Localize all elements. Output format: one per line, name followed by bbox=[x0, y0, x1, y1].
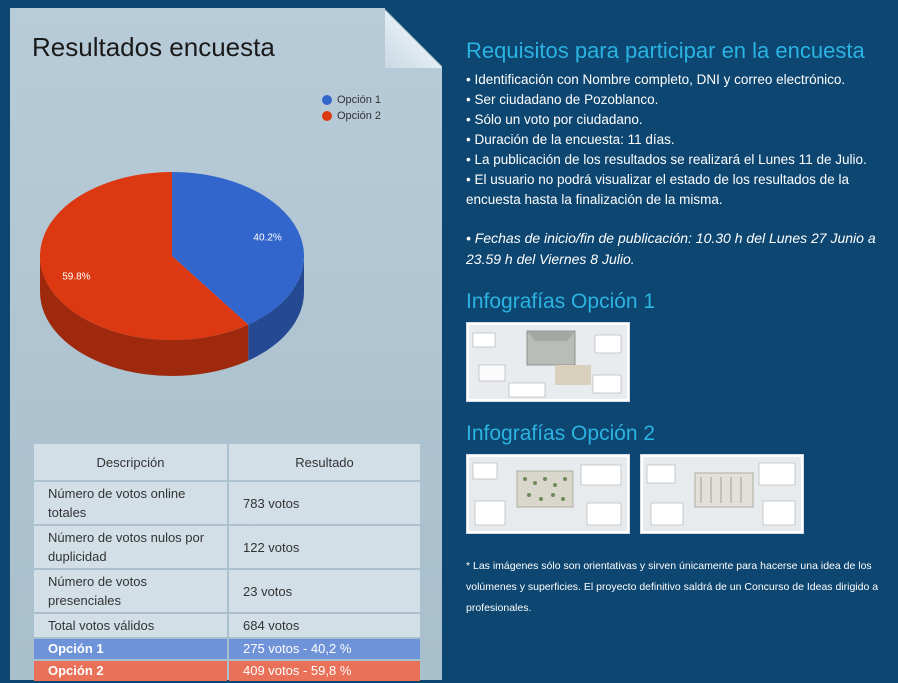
infografia-thumbnail[interactable] bbox=[466, 322, 630, 402]
row-val: 275 votos - 40,2 % bbox=[229, 639, 420, 659]
header-resultado: Resultado bbox=[229, 444, 420, 480]
list-item: Ser ciudadano de Pozoblanco. bbox=[466, 90, 886, 110]
table-row: Total votos válidos 684 votos bbox=[34, 614, 420, 637]
pie-slice-2[interactable] bbox=[40, 172, 249, 340]
requirements-list: Identificación con Nombre completo, DNI … bbox=[466, 70, 886, 210]
disclaimer-note: * Las imágenes sólo son orientativas y s… bbox=[466, 560, 879, 614]
page-fold bbox=[385, 8, 442, 68]
table-row: Número de votos nulos por duplicidad 122… bbox=[34, 526, 420, 568]
legend-dot-opcion-2 bbox=[322, 111, 332, 121]
legend-label-opcion-2: Opción 2 bbox=[337, 110, 382, 122]
results-title: Resultados encuesta bbox=[32, 32, 275, 62]
results-table: Descripción Resultado Número de votos on… bbox=[32, 442, 422, 683]
row-val: 783 votos bbox=[229, 482, 420, 524]
pie-label-2: 59.8% bbox=[62, 271, 90, 282]
infografias-opcion-2-title: Infografías Opción 2 bbox=[466, 422, 656, 445]
table-row: Número de votos online totales 783 votos bbox=[34, 482, 420, 524]
row-desc: Número de votos online totales bbox=[34, 482, 227, 524]
row-val: 122 votos bbox=[229, 526, 420, 568]
infografias-opcion-1-gallery bbox=[466, 322, 886, 402]
list-item: La publicación de los resultados se real… bbox=[466, 150, 886, 170]
row-desc: Número de votos presenciales bbox=[34, 570, 227, 612]
row-val: 409 votos - 59,8 % bbox=[229, 661, 420, 681]
pie-side-1 bbox=[248, 256, 304, 361]
city-render-image bbox=[643, 457, 801, 531]
pie-label-1: 40.2% bbox=[253, 233, 281, 244]
publication-dates: • Fechas de inicio/fin de publicación: 1… bbox=[466, 230, 876, 267]
header-descripcion: Descripción bbox=[34, 444, 227, 480]
city-render-image bbox=[469, 457, 627, 531]
row-val: 23 votos bbox=[229, 570, 420, 612]
list-item: El usuario no podrá visualizar el estado… bbox=[466, 170, 886, 210]
chart-legend: Opción 1 Opción 2 bbox=[322, 92, 381, 124]
list-item: Duración de la encuesta: 11 días. bbox=[466, 130, 886, 150]
list-item: Sólo un voto por ciudadano. bbox=[466, 110, 886, 130]
infografias-opcion-1-title: Infografías Opción 1 bbox=[466, 290, 656, 313]
legend-label-opcion-1: Opción 1 bbox=[337, 94, 382, 106]
city-render-image bbox=[469, 325, 627, 399]
row-desc: Opción 1 bbox=[34, 639, 227, 659]
pie-chart: 40.2% 59.8% bbox=[40, 172, 305, 376]
table-row: Número de votos presenciales 23 votos bbox=[34, 570, 420, 612]
requirements-section: Requisitos para participar en la encuest… bbox=[466, 38, 886, 630]
legend-dot-opcion-1 bbox=[322, 95, 332, 105]
infografias-opcion-2-gallery bbox=[466, 454, 886, 534]
list-item: Identificación con Nombre completo, DNI … bbox=[466, 70, 886, 90]
legend-item-opcion-1[interactable]: Opción 1 bbox=[322, 92, 381, 108]
infografia-thumbnail[interactable] bbox=[640, 454, 804, 534]
requirements-title: Requisitos para participar en la encuest… bbox=[466, 38, 865, 63]
legend-item-opcion-2[interactable]: Opción 2 bbox=[322, 108, 381, 124]
row-desc: Total votos válidos bbox=[34, 614, 227, 637]
row-desc: Número de votos nulos por duplicidad bbox=[34, 526, 227, 568]
pie-slice-1[interactable] bbox=[172, 172, 305, 325]
table-row-opcion-1: Opción 1 275 votos - 40,2 % bbox=[34, 639, 420, 659]
row-desc: Opción 2 bbox=[34, 661, 227, 681]
pie-side-2 bbox=[40, 256, 249, 376]
table-row-opcion-2: Opción 2 409 votos - 59,8 % bbox=[34, 661, 420, 681]
row-val: 684 votos bbox=[229, 614, 420, 637]
infografia-thumbnail[interactable] bbox=[466, 454, 630, 534]
